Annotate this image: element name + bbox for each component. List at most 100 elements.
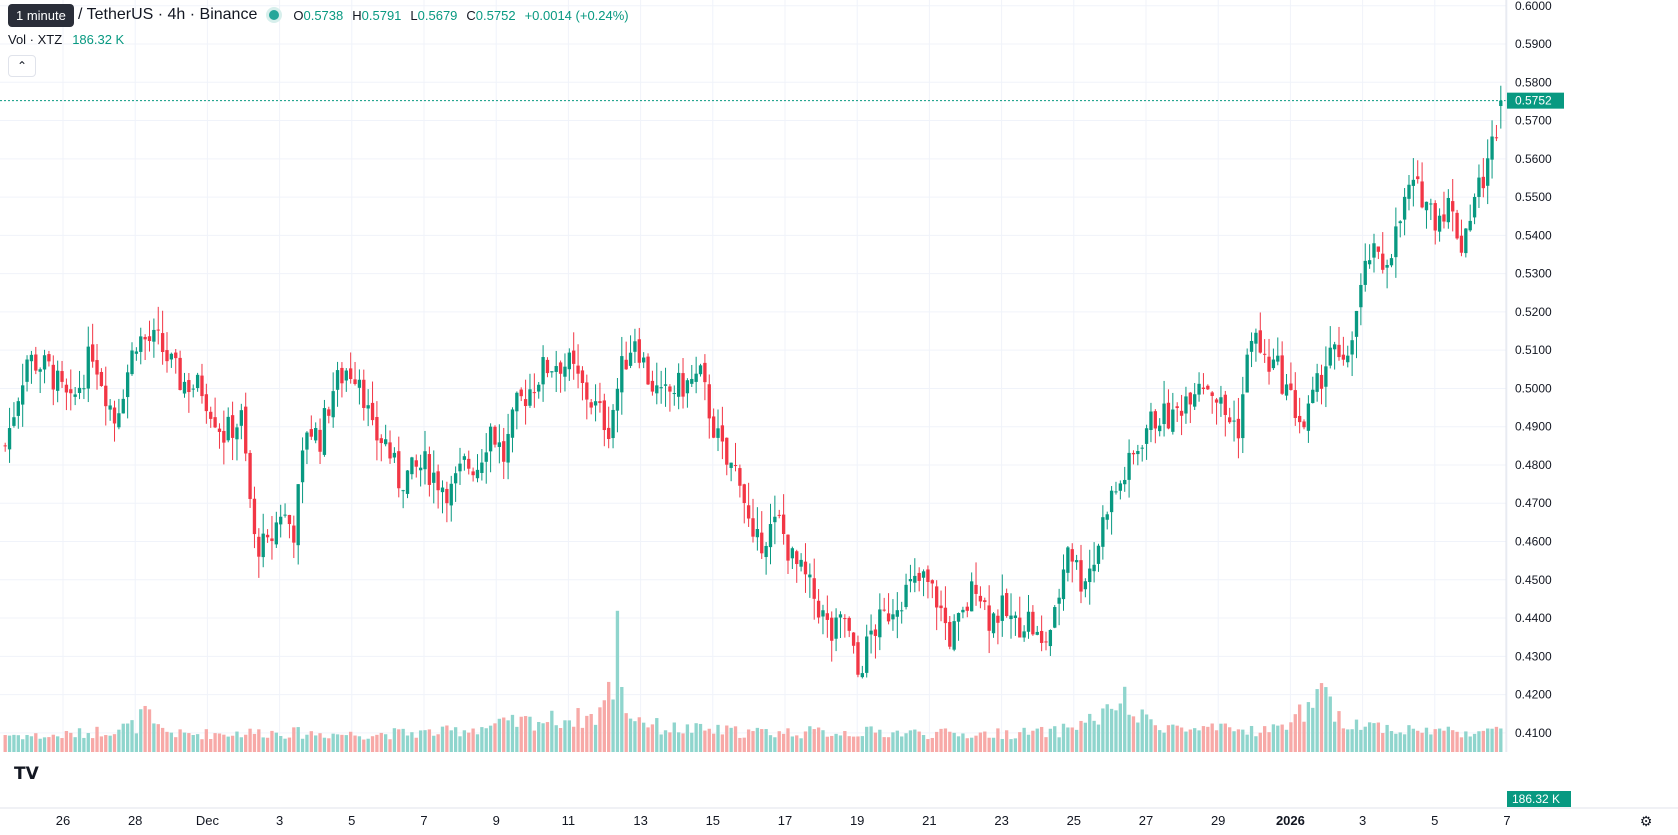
volume-bar <box>891 732 895 752</box>
candle-body <box>178 357 182 390</box>
volume-bar <box>690 732 694 752</box>
candle-body <box>1114 491 1118 493</box>
volume-bar <box>974 735 978 752</box>
candle-body <box>1153 411 1157 429</box>
candle-body <box>270 538 274 541</box>
volume-bar <box>3 735 7 752</box>
candle-body <box>1179 410 1184 416</box>
candle-body <box>624 359 628 370</box>
volume-bar <box>650 724 655 752</box>
candle-body <box>1249 340 1254 352</box>
volume-bar <box>1140 709 1144 752</box>
candle-body <box>1486 158 1490 186</box>
candle-body <box>576 365 580 374</box>
volume-bar <box>86 733 90 752</box>
volume-bar <box>1424 727 1429 752</box>
volume-bar <box>257 729 261 752</box>
collapse-legend-button[interactable]: ⌃ <box>8 55 36 77</box>
candle-body <box>1109 490 1114 513</box>
candle-body <box>523 399 528 407</box>
volume-bar <box>309 731 313 752</box>
candle-body <box>541 357 545 385</box>
candle-body <box>213 417 217 428</box>
volume-label[interactable]: Vol · XTZ <box>8 32 63 47</box>
volume-bar <box>1088 713 1092 752</box>
time-tick-label: 13 <box>633 813 647 828</box>
time-tick-label: 3 <box>276 813 283 828</box>
candle-body <box>1136 451 1140 455</box>
volume-bar <box>1402 734 1407 752</box>
volume-bar <box>1490 728 1494 752</box>
volume-bar <box>838 735 843 752</box>
volume-bar <box>956 736 961 752</box>
volume-bar <box>125 723 130 752</box>
volume-bar <box>222 734 226 752</box>
volume-bar <box>1372 723 1376 752</box>
volume-bar <box>1232 731 1236 752</box>
volume-bar <box>51 734 55 752</box>
candle-body <box>1236 418 1241 439</box>
candle-body <box>1433 203 1437 231</box>
candle-body <box>865 636 869 673</box>
volume-bar <box>73 737 77 752</box>
candle-body <box>1499 100 1503 107</box>
candle-body <box>134 351 139 354</box>
volume-bar <box>169 732 174 752</box>
volume-bar <box>1328 696 1332 752</box>
candle-body <box>987 605 991 631</box>
volume-bar <box>580 727 585 752</box>
candle-body <box>1311 389 1315 404</box>
candle-body <box>1057 597 1061 604</box>
volume-bar <box>742 737 746 752</box>
volume-bar <box>1499 728 1503 752</box>
candle-body <box>952 621 956 650</box>
candle-body <box>165 350 169 362</box>
volume-bar <box>1127 714 1131 752</box>
high-value: 0.5791 <box>361 7 402 23</box>
candle-body <box>1398 221 1402 224</box>
candle-body <box>1070 549 1074 562</box>
volume-bar <box>1481 730 1485 752</box>
volume-bar <box>1166 725 1171 752</box>
candle-body <box>436 471 440 491</box>
tradingview-logo-icon[interactable]: TV <box>14 764 39 784</box>
volume-bar <box>1293 714 1297 752</box>
candle-body <box>56 370 60 391</box>
candle-body <box>156 329 160 331</box>
volume-bar <box>830 735 834 752</box>
price-tick-label: 0.5000 <box>1515 381 1552 395</box>
volume-bar <box>252 733 257 752</box>
candle-body <box>939 605 943 609</box>
candle-body <box>195 374 200 389</box>
candle-body <box>423 451 427 470</box>
price-tick-label: 0.5300 <box>1515 267 1552 281</box>
candle-body <box>1127 452 1131 480</box>
volume-bar <box>7 735 12 752</box>
candle-body <box>554 366 558 372</box>
volume-bar <box>274 732 278 752</box>
volume-bar <box>969 737 974 752</box>
candle-body <box>1346 355 1350 363</box>
volume-bar <box>1031 730 1035 752</box>
candle-body <box>21 385 25 405</box>
candle-body <box>1166 402 1171 429</box>
volume-bar <box>777 731 781 752</box>
volume-bar <box>943 728 948 752</box>
volume-bar <box>1210 723 1214 752</box>
volume-bar <box>187 733 191 752</box>
candle-body <box>235 427 239 440</box>
candle-body <box>593 401 598 406</box>
volume-bar <box>1026 734 1031 752</box>
candle-body <box>1101 517 1105 547</box>
settings-gear-icon[interactable]: ⚙ <box>1639 813 1653 829</box>
volume-bar <box>628 718 633 752</box>
candle-body <box>611 409 615 439</box>
symbol-title[interactable]: / TetherUS · 4h · Binance <box>78 6 258 23</box>
volume-bar <box>598 707 602 752</box>
volume-bar <box>1114 710 1118 752</box>
open-value: 0.5738 <box>303 7 344 23</box>
candle-body <box>362 379 366 408</box>
volume-bar <box>672 722 676 752</box>
volume-bar <box>314 735 318 752</box>
